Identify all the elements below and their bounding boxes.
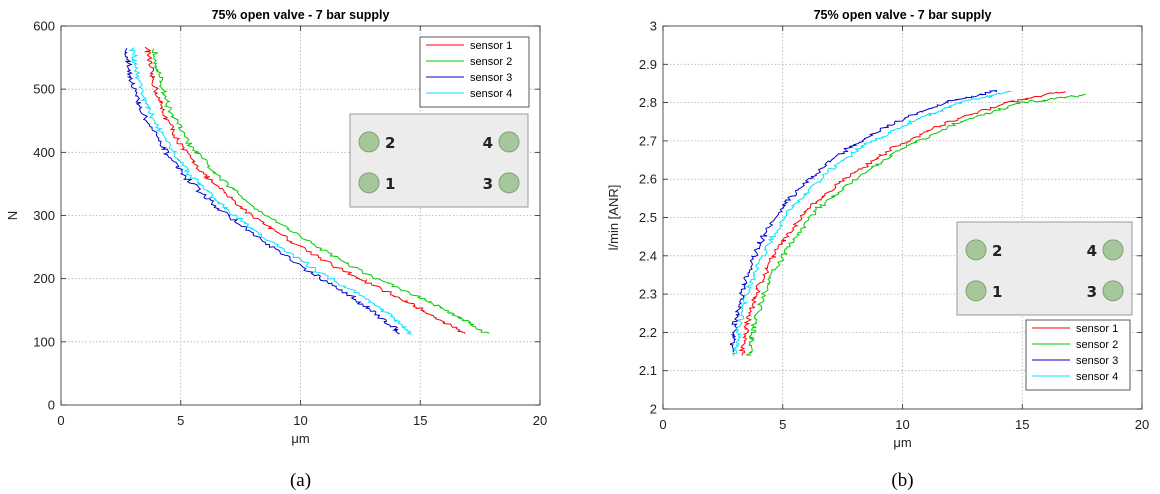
sensor-dot-icon — [358, 131, 380, 153]
y-tick-label: 2.8 — [639, 95, 657, 110]
sensor-position-label: 3 — [483, 175, 493, 193]
y-tick-label: 300 — [33, 208, 55, 223]
x-tick-label: 0 — [57, 413, 64, 428]
legend-box — [419, 36, 530, 108]
x-tick-label: 15 — [413, 413, 427, 428]
sensor-dot-icon — [965, 239, 987, 261]
legend-label-sensor-4: sensor 4 — [470, 88, 512, 100]
series-line-sensor-3 — [124, 48, 400, 335]
y-tick-label: 100 — [33, 334, 55, 349]
chart-title: 75% open valve - 7 bar supply — [212, 8, 390, 22]
y-tick-label: 3 — [650, 19, 657, 34]
x-tick-label: 10 — [895, 417, 909, 432]
series-line-sensor-2 — [151, 48, 490, 334]
sensor-position-label: 2 — [992, 242, 1002, 260]
y-tick-label: 500 — [33, 82, 55, 97]
legend-label-sensor-2: sensor 2 — [1076, 339, 1118, 351]
sensor-position-label: 4 — [483, 134, 493, 152]
series-line-sensor-3 — [729, 90, 998, 353]
x-tick-label: 10 — [293, 413, 307, 428]
y-tick-label: 2.4 — [639, 248, 657, 263]
y-tick-label: 2.3 — [639, 287, 657, 302]
series-line-sensor-2 — [745, 93, 1086, 356]
series-line-sensor-1 — [144, 46, 466, 335]
x-tick-label: 5 — [779, 417, 786, 432]
sensor-dot-icon — [498, 172, 520, 194]
legend-label-sensor-4: sensor 4 — [1076, 371, 1118, 383]
y-tick-label: 2.1 — [639, 363, 657, 378]
sensor-dot-icon — [1102, 239, 1124, 261]
y-tick-label: 2 — [650, 402, 657, 417]
series-line-sensor-4 — [128, 47, 412, 335]
sensor-position-label: 1 — [992, 283, 1002, 301]
legend-label-sensor-1: sensor 1 — [1076, 323, 1118, 335]
legend-label-sensor-3: sensor 3 — [470, 72, 512, 84]
y-tick-label: 0 — [48, 398, 55, 413]
y-tick-label: 2.7 — [639, 133, 657, 148]
legend-box — [1025, 319, 1131, 391]
y-tick-label: 400 — [33, 145, 55, 160]
y-tick-label: 2.6 — [639, 172, 657, 187]
sensor-dot-icon — [498, 131, 520, 153]
sensor-dot-icon — [358, 172, 380, 194]
x-tick-label: 20 — [1135, 417, 1149, 432]
series-line-sensor-4 — [731, 90, 1012, 357]
sensor-position-label: 3 — [1087, 283, 1097, 301]
y-tick-label: 600 — [33, 19, 55, 34]
figure-caption: (a) — [290, 470, 311, 491]
chart-b-svg: 0 5 10 15 20 2 2.1 2.2 2.3 2.4 2.5 2.6 2.7 2.8 2.9 3 75%… — [606, 8, 1149, 491]
x-tick-label: 20 — [533, 413, 547, 428]
y-tick-label: 200 — [33, 271, 55, 286]
x-tick-label: 5 — [177, 413, 184, 428]
sensor-dot-icon — [965, 280, 987, 302]
sensor-dot-icon — [1102, 280, 1124, 302]
y-tick-label: 2.9 — [639, 57, 657, 72]
y-axis-label: N — [5, 211, 20, 220]
y-axis-label: l/min [ANR] — [606, 185, 621, 251]
sensor-position-label: 4 — [1087, 242, 1097, 260]
chart-title: 75% open valve - 7 bar supply — [814, 8, 992, 22]
y-tick-label: 2.2 — [639, 325, 657, 340]
x-axis-label: μm — [893, 435, 911, 450]
y-tick-label: 2.5 — [639, 210, 657, 225]
legend-label-sensor-3: sensor 3 — [1076, 355, 1118, 367]
sensor-position-label: 1 — [385, 175, 395, 193]
chart-panel-a: 0 5 10 15 20 0 100 200 300 400 500 600 75% open valv… — [5, 8, 547, 491]
sensor-position-label: 2 — [385, 134, 395, 152]
legend-label-sensor-1: sensor 1 — [470, 40, 512, 52]
sensor-layout-inset — [956, 221, 1133, 316]
series-line-sensor-1 — [738, 91, 1066, 356]
figure-caption: (b) — [891, 470, 913, 491]
x-tick-label: 0 — [659, 417, 666, 432]
legend-label-sensor-2: sensor 2 — [470, 56, 512, 68]
x-axis-label: μm — [291, 431, 309, 446]
x-tick-label: 15 — [1015, 417, 1029, 432]
sensor-layout-inset — [349, 113, 529, 208]
chart-panel-b: 0 5 10 15 20 2 2.1 2.2 2.3 2.4 2.5 2.6 2.7 2.8 2.9 3 75%… — [580, 0, 1160, 494]
